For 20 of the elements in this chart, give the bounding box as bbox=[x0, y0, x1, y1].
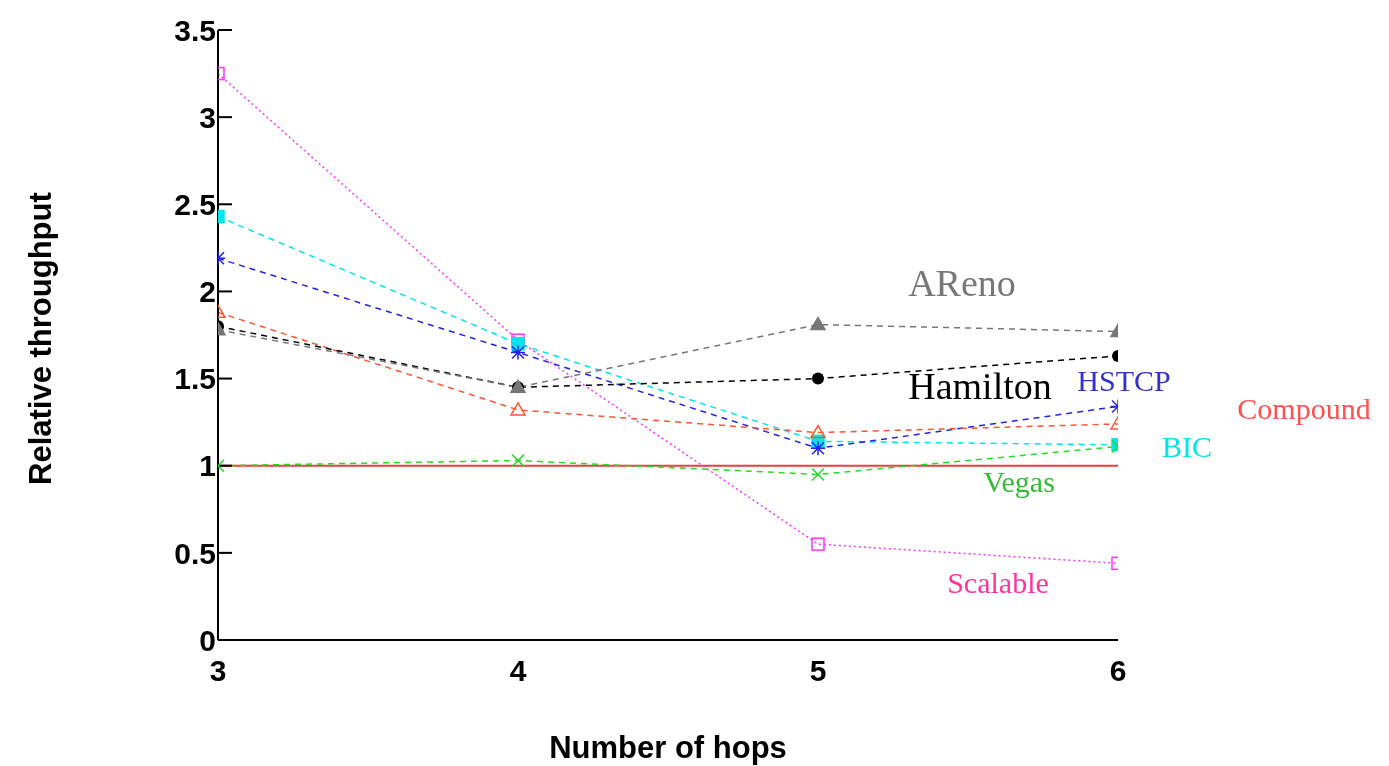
y-tick-label: 3 bbox=[199, 100, 216, 134]
x-tick-label: 4 bbox=[509, 654, 527, 688]
x-axis-title: Number of hops bbox=[549, 730, 787, 765]
series-label: Hamilton bbox=[908, 365, 1052, 408]
y-tick-label: 1.5 bbox=[174, 362, 216, 396]
y-tick-label: 0 bbox=[199, 623, 216, 657]
series-label: Scalable bbox=[947, 566, 1049, 600]
x-tick-label: 5 bbox=[809, 654, 827, 688]
y-tick-label: 0.5 bbox=[174, 536, 216, 570]
text: Compound bbox=[1237, 391, 1371, 425]
series-label: BIC bbox=[1161, 430, 1213, 464]
series-label: HSTCP bbox=[1077, 363, 1171, 397]
series-label: AReno bbox=[908, 262, 1016, 305]
series-label: Vegas bbox=[983, 465, 1055, 499]
y-tick-label: 2 bbox=[199, 275, 216, 309]
y-tick-label: 2.5 bbox=[174, 187, 216, 221]
y-tick-label: 1 bbox=[199, 449, 216, 483]
y-tick-label: 3.5 bbox=[174, 13, 216, 47]
y-axis-title: Relative throughput bbox=[23, 192, 59, 485]
x-tick-label: 6 bbox=[1109, 654, 1127, 688]
